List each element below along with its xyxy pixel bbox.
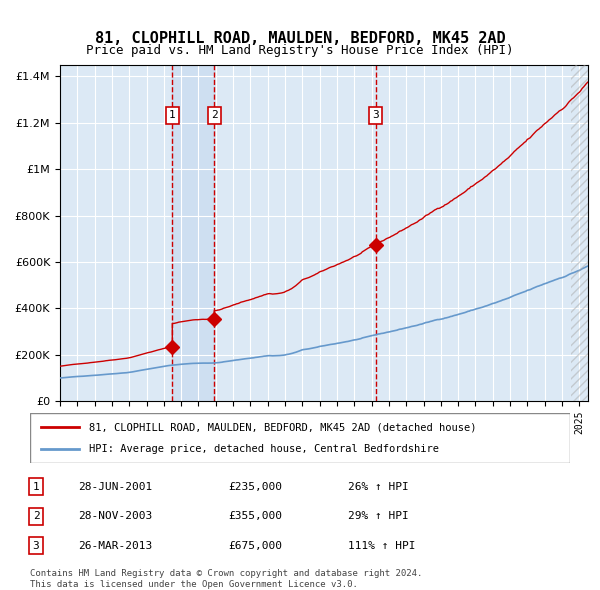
Text: £235,000: £235,000 (228, 482, 282, 491)
Text: 28-JUN-2001: 28-JUN-2001 (78, 482, 152, 491)
Text: 26% ↑ HPI: 26% ↑ HPI (348, 482, 409, 491)
Text: 28-NOV-2003: 28-NOV-2003 (78, 512, 152, 521)
Text: 3: 3 (32, 541, 40, 550)
Text: 26-MAR-2013: 26-MAR-2013 (78, 541, 152, 550)
Bar (172, 65, 214, 401)
Text: 111% ↑ HPI: 111% ↑ HPI (348, 541, 415, 550)
Text: £675,000: £675,000 (228, 541, 282, 550)
Text: This data is licensed under the Open Government Licence v3.0.: This data is licensed under the Open Gov… (30, 579, 358, 589)
Text: HPI: Average price, detached house, Central Bedfordshire: HPI: Average price, detached house, Cent… (89, 444, 439, 454)
Text: Price paid vs. HM Land Registry's House Price Index (HPI): Price paid vs. HM Land Registry's House … (86, 44, 514, 57)
Text: 81, CLOPHILL ROAD, MAULDEN, BEDFORD, MK45 2AD: 81, CLOPHILL ROAD, MAULDEN, BEDFORD, MK4… (95, 31, 505, 46)
Text: 3: 3 (372, 110, 379, 120)
Text: 29% ↑ HPI: 29% ↑ HPI (348, 512, 409, 521)
FancyBboxPatch shape (30, 413, 570, 463)
Text: Contains HM Land Registry data © Crown copyright and database right 2024.: Contains HM Land Registry data © Crown c… (30, 569, 422, 578)
Text: 1: 1 (169, 110, 176, 120)
Text: 81, CLOPHILL ROAD, MAULDEN, BEDFORD, MK45 2AD (detached house): 81, CLOPHILL ROAD, MAULDEN, BEDFORD, MK4… (89, 422, 477, 432)
Text: 1: 1 (32, 482, 40, 491)
Text: £355,000: £355,000 (228, 512, 282, 521)
Text: 2: 2 (211, 110, 218, 120)
Text: 2: 2 (32, 512, 40, 521)
